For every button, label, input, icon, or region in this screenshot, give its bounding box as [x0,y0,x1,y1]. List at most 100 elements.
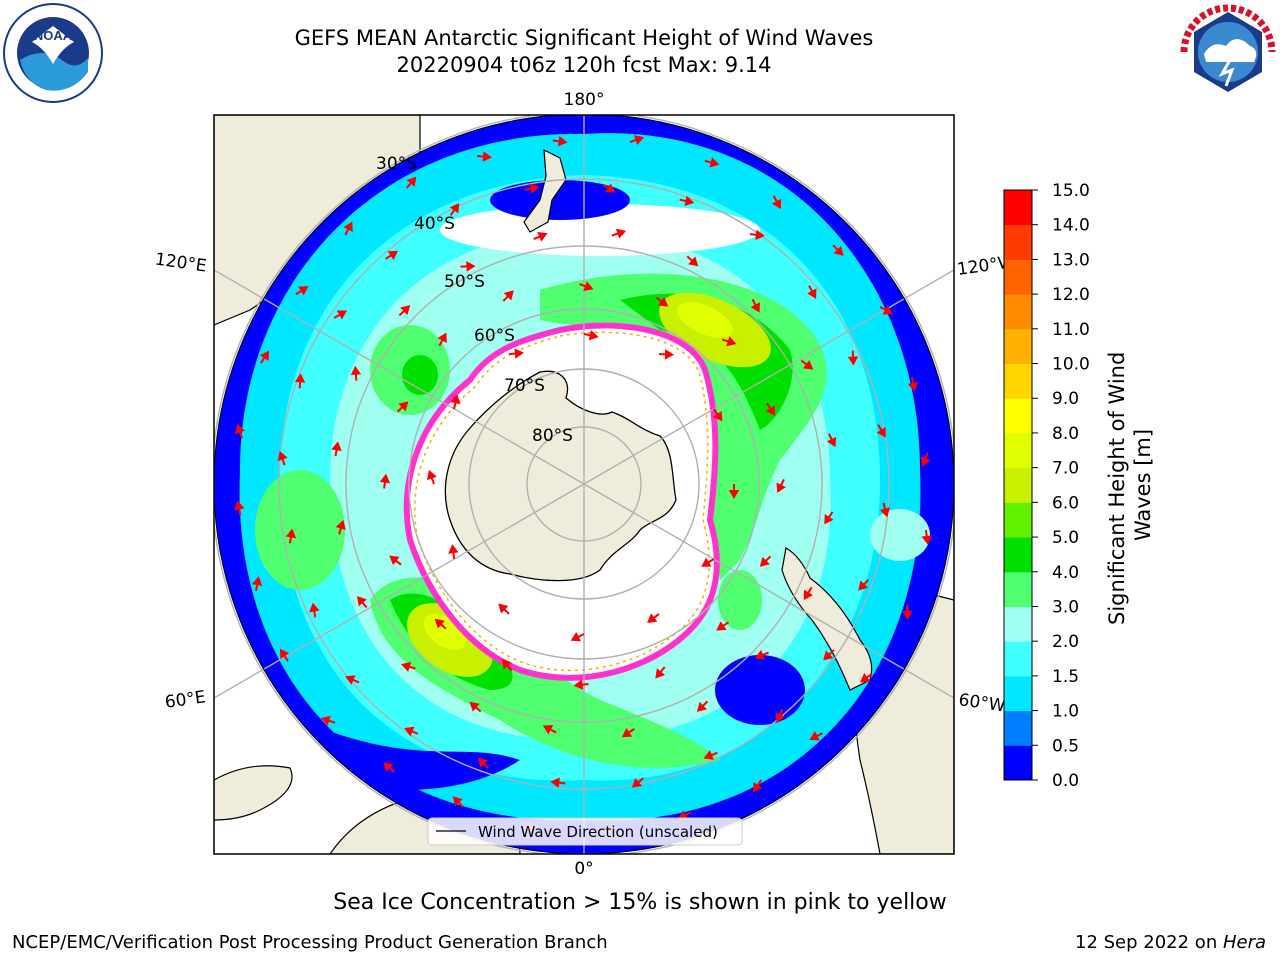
wave-direction-arrowhead [437,332,447,343]
wave-direction-arrowhead [448,544,459,554]
wave-direction-arrowhead [631,777,643,788]
wave-direction-arrowhead [406,176,417,187]
wave-direction-arrowhead [750,302,760,313]
wave-direction-arrowhead [434,618,445,629]
wave-direction-arrowhead [775,712,786,723]
wave-direction-arrowhead [716,621,727,631]
colorbar-band [1004,294,1032,330]
wave-direction-arrowhead [823,650,834,661]
wave-direction-arrowhead [389,555,400,566]
colorbar-tick-label: 6.0 [1052,493,1079,513]
colorbar-band [1004,537,1032,573]
wave-direction-arrowhead [259,350,270,361]
colorbar-frame [1003,189,1033,781]
wave-direction-arrowhead [655,668,666,679]
wave-direction-arrowhead [570,631,581,642]
colorbar-band [1004,606,1032,642]
map-title: GEFS MEAN Antarctic Significant Height o… [294,26,874,50]
wave-direction-arrowhead [404,726,415,737]
map-legend: Wind Wave Direction (unscaled) [427,817,743,846]
colorbar-tick-label: 10.0 [1052,355,1090,375]
wave-direction-arrowhead [684,195,695,207]
colorbar-band [1004,328,1032,365]
wave-direction-arrowhead [309,602,320,613]
wave-direction-arrowhead [709,157,720,168]
colorbar-tick-label: 9.0 [1052,389,1079,409]
colorbar-tick-label: 2.0 [1052,632,1079,652]
footer-credit: NCEP/EMC/Verification Post Processing Pr… [12,932,608,953]
colorbar-band [1004,190,1032,226]
colorbar-band [1004,467,1032,503]
wave-direction-arrowhead [807,288,817,299]
wave-direction-arrowhead [503,290,514,301]
lon-label-60w: 60°W [957,690,1006,716]
colorbar-band [1004,675,1032,712]
wave-direction-arrowhead [542,725,554,735]
colorbar-title: Significant Height of Wind Waves [m] [1105,345,1155,625]
antarctica-landmass [444,370,677,582]
wave-direction-arrowhead [498,603,509,614]
wave-direction-arrowhead [350,365,362,376]
wave-direction-arrowhead [765,405,776,416]
colorbar-band [1004,641,1032,677]
wave-direction-arrowhead [701,557,712,567]
wave-direction-arrowhead [550,777,560,788]
colorbar-tick-label: 15.0 [1052,181,1090,201]
map-frame [213,114,955,855]
colorbar-band [1004,432,1032,469]
wave-direction-arrowhead [824,514,834,525]
sea-ice-note: Sea Ice Concentration > 15% is shown in … [333,890,947,915]
wave-direction-arrowhead [826,436,837,448]
wave-direction-arrowhead [235,423,246,435]
wave-direction-arrowhead [712,411,723,422]
lat-label-30s: 30°S [376,154,417,174]
wave-direction-arrowhead [387,250,399,261]
wave-direction-arrowhead [345,675,356,685]
footer-machine: Hera [1222,932,1266,953]
wave-direction-arrowhead [726,336,737,347]
wave-direction-arrowhead [876,427,886,438]
wave-direction-arrowhead [771,198,782,210]
wave-direction-arrowhead [847,356,859,366]
wave-direction-arrowhead [615,228,627,239]
wave-direction-arrowhead [357,595,367,607]
wave-direction-arrowhead [728,490,740,499]
wave-direction-arrowhead [902,610,913,620]
map-area [214,115,954,854]
wave-direction-arrowhead [557,136,568,147]
wave-direction-arrowhead [696,701,707,712]
wave-direction-arrowhead [776,482,786,493]
colorbar-tick-label: 12.0 [1052,285,1090,305]
wave-direction-arrowhead [401,661,412,672]
wave-direction-arrowhead [537,231,548,242]
wave-direction-arrowhead [573,679,584,690]
wave-direction-arrowhead [251,576,263,587]
wave-direction-arrowhead [450,394,461,405]
colorbar-band [1004,745,1032,781]
colorbar-tick-label: 7.0 [1052,459,1079,479]
colorbar-tick-label: 3.0 [1052,597,1079,617]
colorbar-band [1004,224,1032,260]
wave-direction-arrowhead [754,649,765,660]
colorbar: 0.0 0.5 1.0 1.5 2.0 3.0 4.0 5.0 6.0 7.0 8.0 9.0 10.0… [1003,181,1090,791]
colorbar-tick-label: 13.0 [1052,250,1090,270]
wind-wave-arrows [234,135,932,835]
footer-date: 12 Sep 2022 on Hera [1075,932,1266,953]
wave-direction-arrowhead [234,500,245,511]
colorbar-band [1004,710,1032,746]
land-inside-circle [523,148,873,691]
wave-direction-arrowhead [427,469,437,481]
wave-direction-arrowhead [688,256,699,267]
wave-direction-arrowhead [320,715,331,726]
wave-direction-arrowhead [809,731,820,741]
wave-direction-arrowhead [882,305,893,315]
wave-direction-arrowhead [755,229,765,241]
wave-direction-arrowhead [383,761,394,772]
lon-label-180: 180° [564,90,605,110]
map-subtitle: 20220904 t06z 120h fcst Max: 9.14 [396,53,772,77]
wave-direction-arrowhead [803,589,813,601]
wave-direction-arrowhead [588,330,599,341]
colorbar-tick-label: 8.0 [1052,424,1079,444]
footer-date-text: 12 Sep 2022 on [1075,932,1223,953]
wave-direction-arrowhead [379,473,391,484]
